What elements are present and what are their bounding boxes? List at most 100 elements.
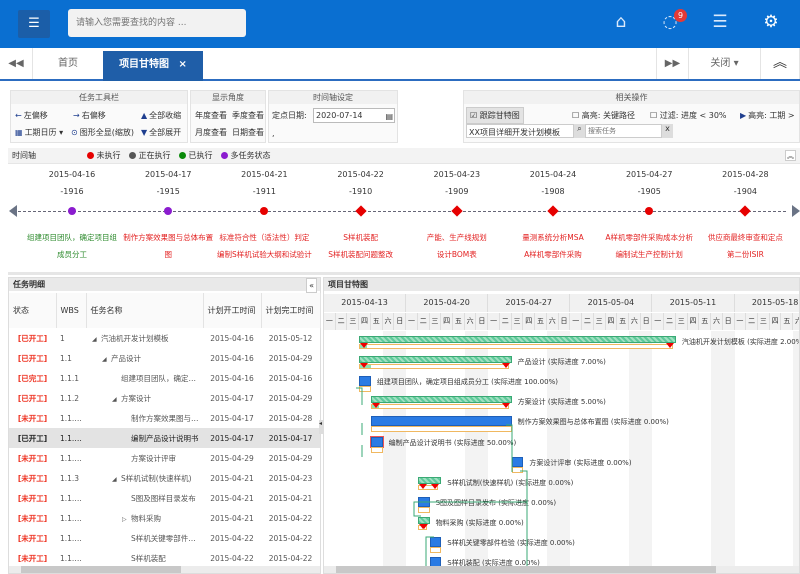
home-icon[interactable]: ⌂: [615, 12, 627, 32]
table-row[interactable]: [未开工] 1.1.3.1 S图及图样目录发布 2015-04-21 2015-04-2…: [9, 488, 320, 508]
gantt-bar-group[interactable]: 产品设计 (实际进度 7.00%): [324, 356, 799, 374]
table-row[interactable]: [未开工] 1.1.2.3 方案设计评审 2015-04-29 2015-04-29: [9, 448, 320, 468]
timeline-task-label[interactable]: 标准符合性（适法性）判定: [219, 233, 310, 242]
timeline-task-label[interactable]: 产能、生产线规划: [426, 233, 487, 242]
expand-all-button[interactable]: ▼ 全部展开: [141, 127, 181, 138]
message-icon[interactable]: ◌: [662, 12, 678, 32]
circle-marker[interactable]: [645, 207, 654, 215]
search-icon[interactable]: ⌕: [574, 124, 585, 138]
project-select[interactable]: XX项目详细开发计划模板: [466, 124, 574, 138]
table-row[interactable]: [已开工] 1 ◢ 汽油机开发计划模板 2015-04-16 2015-05-12: [9, 328, 320, 348]
follow-gantt-checkbox[interactable]: ☑ 跟踪甘特图: [466, 107, 524, 124]
timeline-task-label[interactable]: A样机零部件采购成本分析: [605, 233, 693, 242]
table-row[interactable]: [未开工] 1.1.3.2 ▷ 物料采购 2015-04-21 2015-04-22: [9, 508, 320, 528]
timeline-task-label[interactable]: 设计BOM表: [436, 250, 477, 259]
fit-view-button[interactable]: ⊙ 图形全显(缩放): [71, 127, 134, 138]
collapse-all-button[interactable]: ▲ 全部收缩: [141, 110, 181, 121]
gantt-bar-group[interactable]: S样机关键零部件检验 (实际进度 0.00%): [324, 537, 799, 555]
table-row[interactable]: [已开工] 1.1.2.2 编制产品设计说明书 2015-04-17 2015-04-1…: [9, 428, 320, 448]
timeline-task-label[interactable]: 组建项目团队，确定项目组: [27, 233, 117, 242]
shift-right-button[interactable]: → 右偏移: [73, 110, 106, 121]
task-search-input[interactable]: [585, 124, 662, 138]
progress-filter-checkbox[interactable]: ☐ 过滤: 进度 < 30%: [650, 111, 727, 120]
gantt-bar-group[interactable]: S样机试制(快速样机) (实际进度 0.00%): [324, 476, 799, 495]
summary-bar[interactable]: [359, 356, 512, 364]
circle-marker[interactable]: [260, 207, 269, 215]
summary-bar[interactable]: [359, 336, 676, 343]
gantt-horizontal-scrollbar[interactable]: [324, 566, 799, 573]
month-view-button[interactable]: 月度查看: [195, 128, 227, 137]
expand-toggle-icon[interactable]: ◢: [92, 335, 97, 343]
timeline-task-label[interactable]: 图: [164, 250, 172, 259]
gantt-bar-group[interactable]: 物料采购 (实际进度 0.00%): [324, 516, 799, 535]
duration-highlight-toggle[interactable]: ▶ 高亮: 工期 >: [740, 110, 795, 121]
expand-toggle-icon[interactable]: ◢: [112, 395, 117, 403]
year-view-button[interactable]: 年度查看: [195, 111, 227, 120]
tab-home[interactable]: 首页: [58, 58, 78, 69]
quarter-view-button[interactable]: 季度查看: [232, 111, 264, 120]
timeline-task-label[interactable]: 编制S样机试验大纲和试验计: [217, 250, 312, 259]
column-header[interactable]: 计划开工时间: [203, 293, 262, 328]
table-row[interactable]: [已开工] 1.1 ◢ 产品设计 2015-04-16 2015-04-29: [9, 348, 320, 368]
collapse-header-button[interactable]: ︽: [761, 48, 800, 79]
collapse-timeline-button[interactable]: ︽: [785, 150, 796, 161]
day-view-button[interactable]: 日期查看: [232, 128, 264, 137]
column-header[interactable]: 计划完工时间: [261, 293, 321, 328]
panel-resize-handle[interactable]: ◂: [319, 420, 324, 434]
timeline-task-label[interactable]: 第二份ISIR: [726, 250, 764, 259]
expand-toggle-icon[interactable]: ▷: [122, 515, 127, 523]
timeline-task-label[interactable]: 量测系统分析MSA: [522, 233, 584, 242]
collapse-panel-button[interactable]: «: [306, 278, 317, 293]
timeline-scroll-right-icon[interactable]: [792, 205, 800, 217]
gantt-bar-group[interactable]: 编制产品设计说明书 (实际进度 50.00%): [324, 435, 799, 455]
calendar-picker-icon[interactable]: ▤: [385, 112, 393, 121]
gantt-bar-group[interactable]: 方案设计评审 (实际进度 0.00%): [324, 456, 799, 475]
diamond-marker[interactable]: [547, 205, 559, 217]
table-row[interactable]: [未开工] 1.1.2.1 制作方案效果图与总体布置图 2015-04-17 2015-…: [9, 408, 320, 428]
timeline-task-label[interactable]: S样机装配问题整改: [328, 250, 393, 259]
circle-marker[interactable]: [164, 207, 173, 215]
timeline-task-label[interactable]: S样机装配: [343, 233, 378, 242]
summary-bar[interactable]: [417, 476, 442, 484]
timeline-scroll-left-icon[interactable]: [9, 205, 17, 217]
tab-scroll-left-button[interactable]: ◀◀: [0, 48, 33, 79]
gantt-bar-group[interactable]: 组建项目团队，确定项目组成员分工 (实际进度 100.00%): [324, 376, 799, 394]
gantt-bar-group[interactable]: 汽油机开发计划模板 (实际进度 2.00%): [324, 336, 799, 354]
splitter[interactable]: [8, 272, 800, 275]
tab-scroll-right-button[interactable]: ▶▶: [656, 48, 689, 79]
gear-icon[interactable]: ⚙: [763, 12, 779, 32]
timeline-task-label[interactable]: 制作方案效果图与总体布置: [123, 233, 214, 242]
column-header[interactable]: 任务名称: [86, 293, 204, 328]
gantt-bar-group[interactable]: 制作方案效果图与总体布置图 (实际进度 0.00%): [324, 416, 799, 434]
clear-search-button[interactable]: x: [662, 124, 673, 138]
task-bar[interactable]: [359, 376, 371, 387]
menu-toggle-button[interactable]: ☰: [18, 10, 50, 38]
expand-toggle-icon[interactable]: ◢: [112, 475, 117, 483]
close-tab-icon[interactable]: ×: [178, 59, 187, 70]
circle-marker[interactable]: [68, 207, 76, 215]
shift-left-button[interactable]: ← 左偏移: [15, 110, 48, 121]
global-search-input[interactable]: [68, 9, 246, 37]
column-header[interactable]: WBS: [56, 293, 87, 328]
table-row[interactable]: [未开工] 1.1.3 ◢ S样机试制(快速样机) 2015-04-21 2015-04-…: [9, 468, 320, 488]
anchor-date-input[interactable]: 2020-07-14 ▤: [313, 108, 395, 123]
task-bar[interactable]: [369, 435, 384, 448]
task-bar[interactable]: [370, 416, 512, 427]
close-menu-dropdown[interactable]: 关闭 ▾: [689, 48, 761, 79]
tab-gantt[interactable]: 项目甘特图 ×: [103, 51, 203, 81]
table-row[interactable]: [未开工] 1.1.3.3 S样机关键零部件检验 2015-04-22 2015-04-…: [9, 528, 320, 548]
summary-bar[interactable]: [417, 516, 430, 524]
table-row[interactable]: [已完工] 1.1.1 组建项目团队，确定项目组成员分工 2015-04-16 2015…: [9, 368, 320, 388]
diamond-marker[interactable]: [354, 205, 367, 217]
timeline-task-label[interactable]: 编制试生产控制计划: [615, 250, 683, 259]
horizontal-scrollbar[interactable]: [9, 566, 320, 573]
table-row[interactable]: [未开工] 1.1.3.4 S样机装配 2015-04-22 2015-04-22: [9, 548, 320, 568]
summary-bar[interactable]: [370, 396, 512, 404]
timeline-task-label[interactable]: 供应商最终审查和定点: [707, 233, 783, 242]
gantt-bar-group[interactable]: 方案设计 (实际进度 5.00%): [324, 396, 799, 414]
diamond-marker[interactable]: [739, 205, 752, 217]
table-row[interactable]: [已开工] 1.1.2 ◢ 方案设计 2015-04-17 2015-04-29: [9, 388, 320, 408]
task-bar[interactable]: [429, 537, 442, 547]
diamond-marker[interactable]: [451, 205, 463, 217]
calendar-dropdown[interactable]: ▦ 工期日历 ▾: [15, 127, 63, 138]
